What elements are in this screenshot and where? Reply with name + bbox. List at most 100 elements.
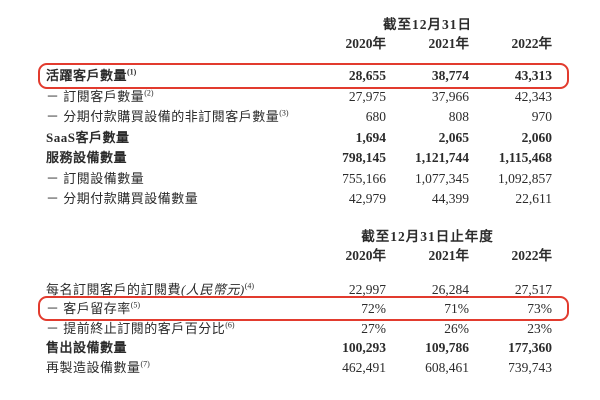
table-row-highlighted: 活躍客戶數量(1) 28,655 38,774 43,313: [38, 63, 569, 88]
row-label: 服務設備數量: [46, 148, 303, 169]
value-2021: 37,966: [431, 88, 469, 104]
row-label-text: 售出設備數量: [46, 340, 128, 355]
period-header: 截至12月31日: [383, 17, 472, 32]
value-2020: 22,997: [348, 281, 386, 297]
row-footnote-superscript: (5): [130, 300, 141, 310]
row-label: － 提前終止訂閱的客戶百分比(6): [46, 319, 303, 339]
row-label: － 客戶留存率(5): [46, 299, 303, 319]
value-2022: 1,092,857: [498, 170, 552, 186]
value-2020: 1,694: [355, 129, 386, 145]
value-2022: 43,313: [514, 68, 552, 83]
value-2021: 1,077,345: [415, 170, 469, 186]
value-2022: 739,743: [508, 359, 552, 375]
row-footnote-superscript: (3): [279, 108, 289, 118]
year-column-2021: 2021年: [428, 36, 470, 51]
year-column-2022: 2022年: [511, 36, 553, 51]
value-2020: 462,491: [342, 359, 386, 375]
value-2020: 755,166: [342, 170, 386, 186]
row-label: 售出設備數量: [46, 338, 303, 358]
value-2020: 798,145: [342, 150, 386, 165]
row-label: － 分期付款購買設備數量: [46, 189, 303, 210]
value-2021: 808: [448, 109, 469, 124]
value-2021: 109,786: [425, 340, 469, 355]
value-2022: 970: [531, 109, 552, 124]
value-2021: 608,461: [425, 359, 469, 375]
row-label-text: － 分期付款購買設備的非訂閱客戶數量: [46, 109, 280, 124]
row-label: － 訂閱客戶數量(2): [46, 87, 303, 108]
year-header-row: 2020年 2021年 2022年: [46, 34, 553, 54]
row-label-text: 每名訂閱客戶的訂閱費: [46, 281, 182, 297]
value-2020: 72%: [361, 301, 386, 316]
row-label-text: 活躍客戶數量: [46, 68, 128, 83]
table-body: 每名訂閱客戶的訂閱費(人民幣元)(4) 22,997 26,284 27,517…: [38, 280, 569, 378]
table-row: － 分期付款購買設備數量 42,979 44,399 22,611: [46, 189, 552, 210]
row-label: － 訂閱設備數量: [46, 169, 303, 190]
period-header-spacer: [46, 16, 303, 34]
value-2021: 1,121,744: [415, 150, 469, 165]
row-footnote-superscript: (6): [225, 320, 235, 330]
period-header-spacer: [46, 228, 303, 246]
row-footnote-superscript: (2): [144, 88, 154, 98]
table-body: 活躍客戶數量(1) 28,655 38,774 43,313 － 訂閱客戶數量(…: [38, 63, 569, 210]
period-header-row: 截至12月31日: [46, 16, 552, 34]
year-column-2020: 2020年: [345, 247, 387, 263]
value-2020: 100,293: [342, 340, 386, 355]
table-row: － 分期付款購買設備的非訂閱客戶數量(3) 680 808 970: [46, 107, 552, 128]
row-label-text: 服務設備數量: [46, 150, 128, 165]
row-label-text: － 訂閱設備數量: [46, 170, 145, 186]
table-row: － 提前終止訂閱的客戶百分比(6) 27% 26% 23%: [46, 319, 552, 339]
value-2022: 27,517: [514, 281, 552, 297]
row-footnote-superscript: (4): [244, 281, 255, 291]
value-2020: 42,979: [348, 191, 386, 206]
period-header: 截至12月31日止年度: [361, 228, 494, 244]
row-label: 每名訂閱客戶的訂閱費(人民幣元)(4): [46, 280, 303, 300]
value-2022: 73%: [527, 301, 552, 316]
table-row-highlighted: － 客戶留存率(5) 72% 71% 73%: [38, 296, 569, 320]
row-label: SaaS客戶數量: [46, 128, 303, 149]
value-2022: 42,343: [514, 88, 552, 104]
value-2022: 1,115,468: [498, 150, 552, 165]
year-column-2022: 2022年: [511, 247, 553, 263]
year-column-2021: 2021年: [428, 247, 470, 263]
value-2022: 23%: [527, 320, 552, 336]
value-2020: 28,655: [348, 68, 386, 83]
subscription-metrics-table: 截至12月31日止年度 2020年 2021年 2022年 每名訂閱客戶的訂閱費…: [38, 228, 569, 378]
value-2021: 2,065: [438, 129, 469, 145]
operating-metrics-table: 截至12月31日 2020年 2021年 2022年 活躍客戶數量(1) 28,…: [38, 16, 569, 210]
value-2021: 71%: [444, 301, 469, 316]
row-footnote-superscript: (7): [140, 359, 150, 369]
year-header-spacer: [46, 34, 303, 54]
row-label-italic-text: (人民幣元): [181, 281, 245, 297]
row-label: － 分期付款購買設備的非訂閱客戶數量(3): [46, 107, 303, 128]
value-2021: 26,284: [431, 281, 469, 297]
value-2022: 177,360: [508, 340, 552, 355]
row-label-text: － 分期付款購買設備數量: [46, 191, 199, 206]
period-header-row: 截至12月31日止年度: [46, 228, 552, 246]
row-label: 活躍客戶數量(1): [46, 66, 303, 87]
row-label-text: － 提前終止訂閱的客戶百分比: [46, 320, 226, 336]
value-2021: 44,399: [431, 191, 469, 206]
value-2020: 680: [365, 109, 386, 124]
row-footnote-superscript: (1): [127, 67, 137, 77]
value-2022: 22,611: [515, 191, 552, 206]
table-row: 每名訂閱客戶的訂閱費(人民幣元)(4) 22,997 26,284 27,517: [46, 280, 552, 300]
row-label-text: － 客戶留存率: [46, 301, 131, 316]
value-2021: 26%: [444, 320, 469, 336]
row-label: 再製造設備數量(7): [46, 358, 303, 378]
table-row: 再製造設備數量(7) 462,491 608,461 739,743: [46, 358, 552, 378]
value-2020: 27,975: [348, 88, 386, 104]
year-column-2020: 2020年: [345, 36, 387, 51]
value-2021: 38,774: [431, 68, 469, 83]
table-row: SaaS客戶數量 1,694 2,065 2,060: [46, 128, 552, 149]
year-header-spacer: [46, 246, 303, 266]
table-row: － 訂閱設備數量 755,166 1,077,345 1,092,857: [46, 169, 552, 190]
year-header-row: 2020年 2021年 2022年: [46, 246, 553, 266]
value-2020: 27%: [361, 320, 386, 336]
value-2022: 2,060: [521, 129, 552, 145]
table-row: 售出設備數量 100,293 109,786 177,360: [46, 338, 552, 358]
row-label-text: － 訂閱客戶數量: [46, 88, 145, 104]
row-label-text: SaaS客戶數量: [46, 129, 130, 145]
table-row: － 訂閱客戶數量(2) 27,975 37,966 42,343: [46, 87, 552, 108]
table-row: 服務設備數量 798,145 1,121,744 1,115,468: [46, 148, 552, 169]
